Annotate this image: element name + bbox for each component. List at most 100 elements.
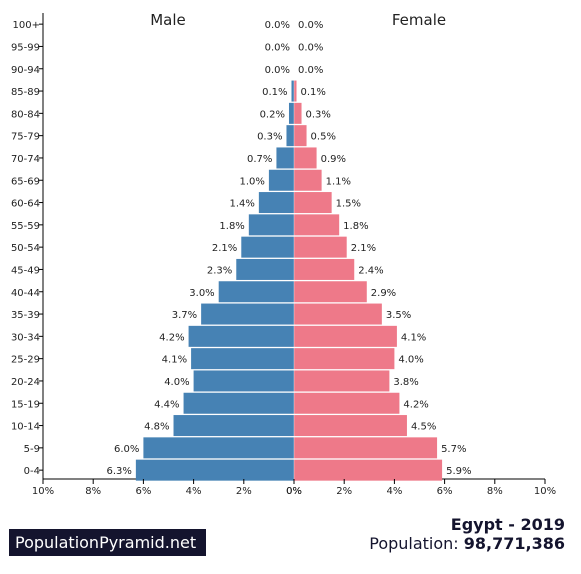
male-bar [286, 125, 294, 147]
female-bar [294, 437, 438, 459]
x-tick-label: 2% [236, 486, 252, 497]
x-tick-label: 4% [186, 486, 202, 497]
male-value-label: 4.2% [159, 332, 184, 343]
population-line: Population: 98,771,386 [369, 534, 565, 553]
population-label: Population: [369, 534, 459, 553]
age-group-label: 50-54 [11, 243, 40, 254]
female-value-label: 0.0% [298, 42, 323, 53]
age-group-label: 90-94 [11, 65, 40, 76]
x-tick-label: 6% [135, 486, 151, 497]
age-group-label: 5-9 [24, 444, 40, 455]
male-bar [291, 80, 294, 102]
male-value-label: 3.0% [189, 288, 214, 299]
male-bar [288, 102, 294, 124]
male-value-label: 4.8% [144, 422, 169, 433]
age-group-label: 100+ [13, 20, 40, 31]
female-value-label: 4.0% [398, 355, 423, 366]
female-bar [294, 392, 400, 414]
female-bar [294, 169, 322, 191]
male-value-label: 6.0% [114, 444, 139, 455]
age-group-label: 60-64 [11, 199, 40, 210]
female-bar [294, 236, 347, 258]
age-group-label: 15-19 [11, 399, 40, 410]
female-value-label: 4.2% [403, 399, 428, 410]
male-value-label: 4.4% [154, 399, 179, 410]
male-value-label: 0.7% [247, 154, 272, 165]
female-value-label: 1.8% [343, 221, 368, 232]
male-bar [201, 303, 294, 325]
age-group-label: 80-84 [11, 109, 40, 120]
female-value-label: 5.9% [446, 466, 471, 477]
female-bar [294, 348, 395, 370]
male-bar [135, 459, 294, 481]
female-bar [294, 214, 340, 236]
male-bar [173, 415, 294, 437]
x-tick-label: 8% [85, 486, 101, 497]
age-group-label: 20-24 [11, 377, 40, 388]
age-group-label: 70-74 [11, 154, 40, 165]
x-tick-label: 0% [286, 486, 302, 497]
male-bar [183, 392, 294, 414]
female-bar [294, 102, 302, 124]
male-value-label: 0.0% [265, 65, 290, 76]
female-value-label: 0.0% [298, 20, 323, 31]
age-group-label: 65-69 [11, 176, 40, 187]
x-tick-label: 4% [386, 486, 402, 497]
female-value-label: 1.5% [336, 199, 361, 210]
brand-logo[interactable]: PopulationPyramid.net [9, 529, 207, 556]
age-group-label: 95-99 [11, 42, 40, 53]
female-value-label: 4.5% [411, 422, 436, 433]
male-bar [188, 325, 294, 347]
male-bar [218, 281, 294, 303]
female-value-label: 5.7% [441, 444, 466, 455]
male-value-label: 6.3% [106, 466, 131, 477]
male-bar [276, 147, 294, 169]
female-bar [294, 125, 307, 147]
female-value-label: 0.9% [321, 154, 346, 165]
female-bar [294, 303, 382, 325]
male-bar [268, 169, 294, 191]
male-bar [193, 370, 294, 392]
female-bar [294, 370, 390, 392]
male-value-label: 3.7% [172, 310, 197, 321]
male-value-label: 0.3% [257, 132, 282, 143]
male-value-label: 0.0% [265, 42, 290, 53]
x-tick-label: 2% [336, 486, 352, 497]
female-value-label: 2.9% [371, 288, 396, 299]
legend-female: Female [392, 11, 446, 29]
female-value-label: 3.8% [393, 377, 418, 388]
female-value-label: 0.3% [306, 109, 331, 120]
female-value-label: 0.0% [298, 65, 323, 76]
age-group-label: 10-14 [11, 422, 40, 433]
male-bar [241, 236, 294, 258]
population-value: 98,771,386 [463, 534, 565, 553]
x-tick-label: 6% [437, 486, 453, 497]
female-value-label: 2.4% [358, 265, 383, 276]
male-value-label: 1.4% [229, 199, 254, 210]
legend-male: Male [150, 11, 186, 29]
female-value-label: 1.1% [326, 176, 351, 187]
female-value-label: 4.1% [401, 332, 426, 343]
male-bar [248, 214, 294, 236]
age-group-label: 55-59 [11, 221, 40, 232]
male-value-label: 4.1% [162, 355, 187, 366]
male-bar [258, 192, 294, 214]
female-value-label: 0.1% [301, 87, 326, 98]
age-group-label: 25-29 [11, 355, 40, 366]
female-bar [294, 192, 332, 214]
female-bar [294, 80, 297, 102]
x-tick-label: 10% [32, 486, 54, 497]
female-bar [294, 281, 367, 303]
male-value-label: 1.8% [219, 221, 244, 232]
female-bar [294, 325, 397, 347]
male-value-label: 0.0% [265, 20, 290, 31]
male-value-label: 2.1% [212, 243, 237, 254]
male-value-label: 2.3% [207, 265, 232, 276]
male-value-label: 0.2% [260, 109, 285, 120]
female-bar [294, 459, 443, 481]
male-bar [143, 437, 294, 459]
female-value-label: 2.1% [351, 243, 376, 254]
age-group-label: 75-79 [11, 132, 40, 143]
x-tick-label: 8% [487, 486, 503, 497]
